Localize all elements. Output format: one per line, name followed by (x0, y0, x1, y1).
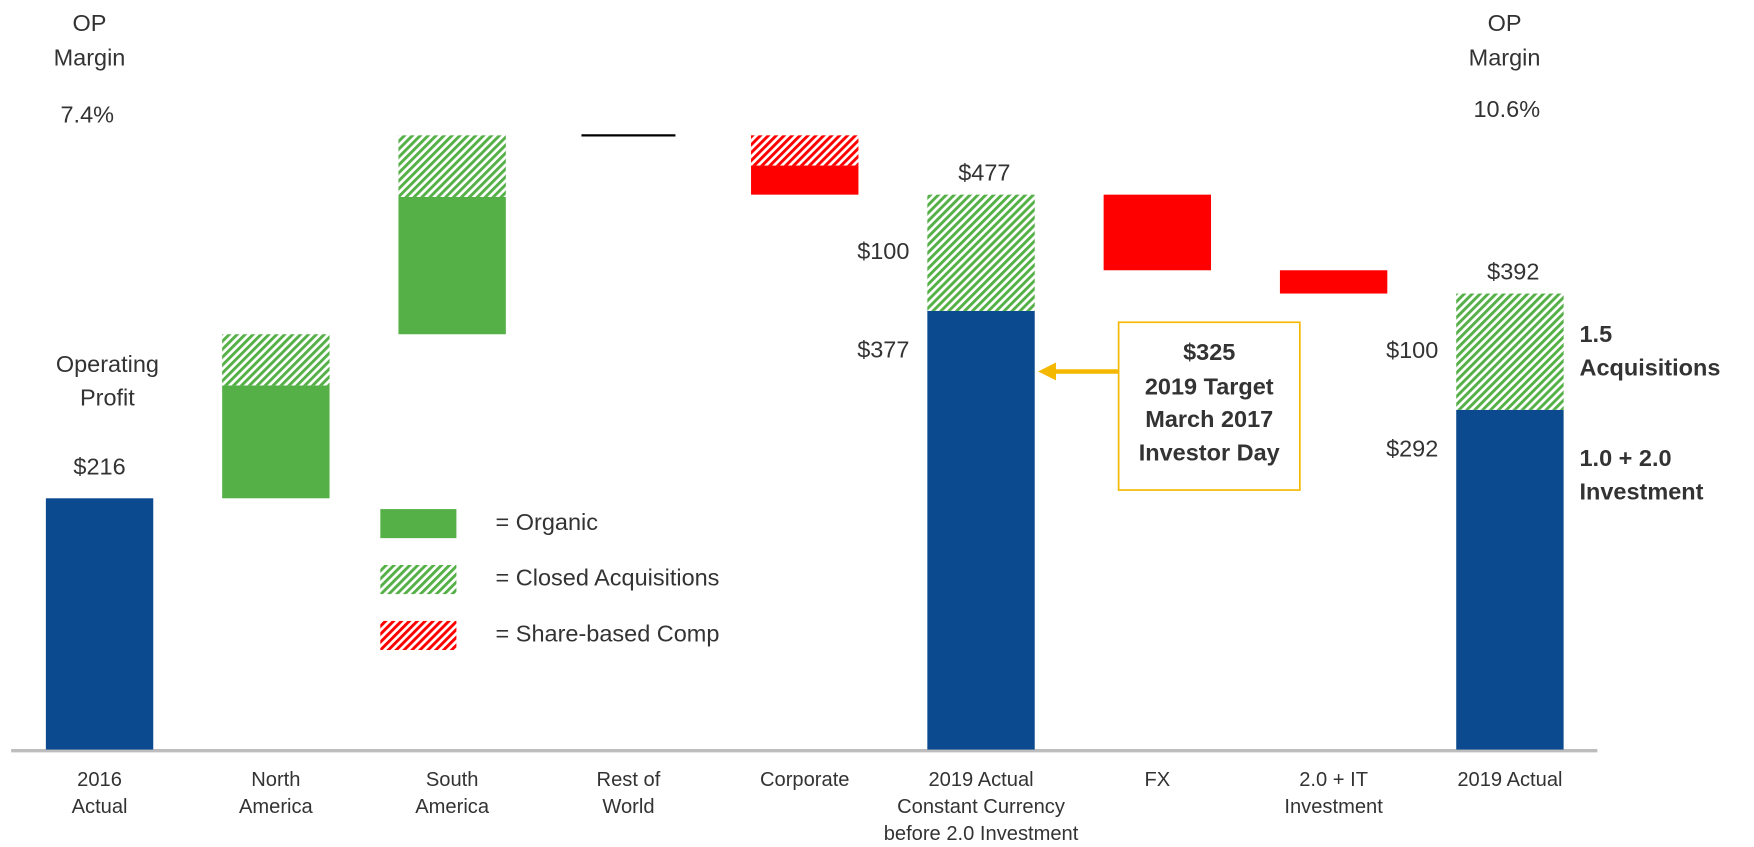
data-label: $477 (958, 160, 1010, 186)
data-label: $392 (1487, 259, 1539, 285)
data-label: $100 (857, 238, 909, 264)
op-margin-label: Margin (54, 45, 126, 71)
x-tick-label: 2019 Actual (928, 769, 1033, 791)
bar-segment (927, 194, 1035, 311)
x-tick-label: America (239, 796, 314, 818)
bar-segment (1103, 194, 1212, 271)
op-margin-label: OP (73, 10, 107, 36)
bar-segment (398, 196, 506, 335)
callout-arrowhead (1038, 362, 1056, 381)
acquisitions-note: 1.5 (1579, 321, 1612, 347)
x-tick-label: America (415, 796, 490, 818)
acquisitions-note: Acquisitions (1579, 354, 1720, 380)
data-label: $292 (1386, 435, 1438, 461)
legend-swatch (380, 565, 457, 595)
x-tick-label: South (426, 769, 479, 791)
x-tick-label: Corporate (760, 769, 850, 791)
total-bar (1456, 409, 1564, 750)
callout-text: Investor Day (1139, 439, 1280, 465)
op-margin-label: Margin (1469, 45, 1541, 71)
x-tick-label: FX (1144, 769, 1170, 791)
op-margin-label: OP (1488, 10, 1522, 36)
annotations: OP Margin 7.4% OP Margin 10.6% Operating… (54, 10, 1721, 505)
investment-note: Investment (1579, 479, 1703, 505)
x-tick-label: North (251, 769, 300, 791)
legend-label: = Organic (496, 509, 599, 535)
bar-segment (222, 334, 330, 386)
x-tick-label: Rest of (597, 769, 661, 791)
op-margin-value: 10.6% (1473, 96, 1540, 122)
callout-box (1117, 321, 1301, 491)
operating-profit-label: Operating (56, 351, 159, 377)
x-tick-label: Investment (1284, 796, 1383, 818)
bar-segment (751, 135, 859, 166)
legend-label: = Share-based Comp (496, 621, 720, 647)
callout-text: $325 (1183, 339, 1235, 365)
x-tick-label: Constant Currency (897, 796, 1066, 818)
op-margin-value: 7.4% (60, 102, 114, 128)
total-bar (927, 310, 1035, 750)
x-tick-label: before 2.0 Investment (884, 823, 1079, 845)
data-label: $377 (857, 336, 909, 362)
bar-segment (1279, 270, 1388, 294)
callout-text: 2019 Target (1145, 373, 1274, 399)
x-tick-label: World (602, 796, 654, 818)
data-label: $216 (73, 453, 125, 479)
callout-text: March 2017 (1145, 406, 1273, 432)
operating-profit-label: Profit (80, 385, 135, 411)
x-tick-label: Actual (72, 796, 128, 818)
total-bar (45, 498, 154, 750)
x-tick-label: 2016 (77, 769, 122, 791)
bar-segment (751, 165, 859, 195)
legend-swatch (380, 509, 457, 539)
x-tick-label: 2.0 + IT (1299, 769, 1368, 791)
data-label: $100 (1386, 337, 1438, 363)
x-tick-label: 2019 Actual (1457, 769, 1562, 791)
legend-swatch (380, 620, 457, 651)
bar-segment (222, 385, 330, 499)
investment-note: 1.0 + 2.0 (1579, 445, 1671, 471)
bar-segment (398, 135, 506, 197)
bar-segment (1456, 293, 1564, 410)
legend-label: = Closed Acquisitions (496, 565, 720, 591)
